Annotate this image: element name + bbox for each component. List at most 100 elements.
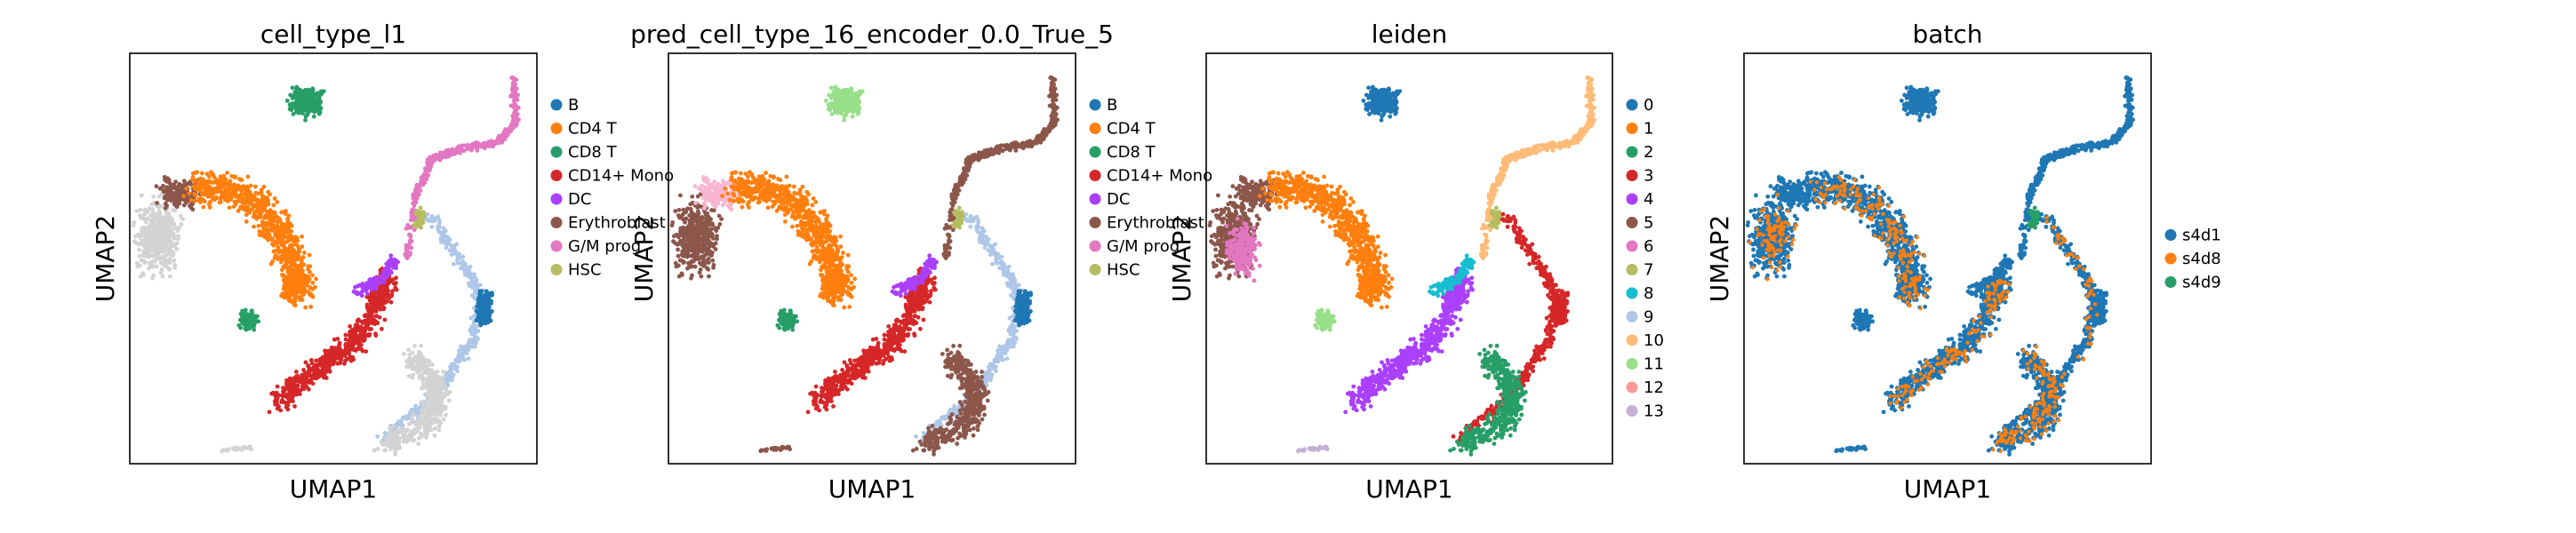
data-point: [457, 359, 462, 364]
data-point: [425, 380, 430, 386]
data-point: [682, 259, 686, 265]
data-point: [284, 282, 289, 288]
data-point: [291, 289, 296, 294]
data-point: [414, 183, 420, 188]
data-point: [358, 329, 364, 334]
data-point: [303, 114, 308, 119]
data-point: [388, 447, 393, 451]
data-point: [300, 274, 306, 278]
data-point: [165, 195, 171, 200]
data-point: [154, 264, 159, 269]
data-point: [682, 243, 687, 248]
data-point: [419, 180, 423, 186]
data-point: [216, 181, 221, 186]
data-point: [468, 271, 473, 275]
data-point: [244, 194, 250, 199]
data-point: [289, 264, 294, 269]
data-point: [181, 179, 187, 184]
data-point: [414, 219, 419, 225]
data-point: [414, 367, 419, 372]
data-point: [679, 271, 684, 276]
data-point: [708, 217, 714, 222]
data-point: [307, 252, 312, 258]
data-point: [353, 322, 358, 328]
data-point: [301, 107, 306, 113]
data-point: [304, 275, 309, 280]
data-point: [295, 374, 300, 378]
data-point: [295, 274, 300, 278]
data-point: [164, 235, 168, 241]
data-point: [699, 261, 704, 266]
data-point: [412, 203, 417, 208]
data-point: [395, 446, 399, 451]
data-point: [408, 218, 413, 223]
data-point: [689, 248, 693, 253]
data-point: [318, 356, 324, 362]
data-point: [458, 150, 463, 155]
data-point: [298, 387, 303, 393]
data-point: [347, 333, 352, 338]
data-point: [178, 213, 183, 219]
data-point: [283, 401, 288, 405]
data-point: [441, 231, 446, 236]
data-point: [372, 308, 377, 314]
data-point: [181, 203, 187, 208]
data-point: [673, 209, 678, 214]
data-point: [700, 239, 705, 244]
data-point: [441, 226, 446, 231]
data-point: [304, 378, 308, 383]
legend-label: CD4 T: [568, 120, 618, 139]
data-point: [299, 90, 304, 94]
data-point: [372, 322, 378, 327]
data-point: [308, 358, 314, 362]
data-point: [351, 357, 356, 362]
data-point: [468, 315, 474, 321]
data-point: [364, 349, 369, 354]
data-point: [464, 269, 469, 274]
data-point: [683, 219, 687, 225]
data-point: [849, 86, 854, 91]
data-point: [393, 282, 397, 286]
data-point: [692, 253, 698, 259]
data-point: [281, 240, 286, 245]
data-point: [154, 184, 159, 189]
data-point: [456, 355, 461, 360]
data-point: [154, 235, 159, 240]
data-point: [300, 384, 305, 389]
data-point: [164, 203, 170, 208]
data-point: [160, 218, 164, 223]
data-point: [383, 290, 388, 295]
data-point: [375, 446, 380, 451]
data-point: [362, 330, 366, 336]
data-point: [210, 192, 215, 196]
data-point: [394, 432, 399, 437]
data-point: [224, 448, 229, 453]
data-point: [686, 224, 691, 228]
data-point: [402, 438, 407, 442]
data-point: [840, 107, 844, 113]
data-point: [193, 198, 197, 203]
panel-title: pred_cell_type_16_encoder_0.0_True_5: [630, 20, 1114, 49]
data-point: [243, 201, 247, 206]
data-point: [422, 428, 428, 434]
data-point: [287, 383, 292, 388]
data-point: [681, 207, 686, 212]
data-point: [474, 308, 479, 314]
data-point: [700, 229, 705, 235]
data-point: [369, 287, 374, 292]
data-point: [352, 340, 357, 346]
data-point: [833, 96, 837, 101]
data-point: [709, 208, 714, 212]
data-point: [305, 91, 310, 96]
data-point: [681, 248, 686, 253]
data-point: [338, 358, 343, 363]
data-point: [265, 230, 270, 235]
data-point: [323, 352, 328, 357]
data-point: [477, 282, 483, 288]
data-point: [251, 214, 256, 219]
data-point: [231, 187, 236, 191]
data-point: [426, 164, 430, 170]
data-point: [160, 261, 165, 266]
data-point: [436, 424, 442, 429]
